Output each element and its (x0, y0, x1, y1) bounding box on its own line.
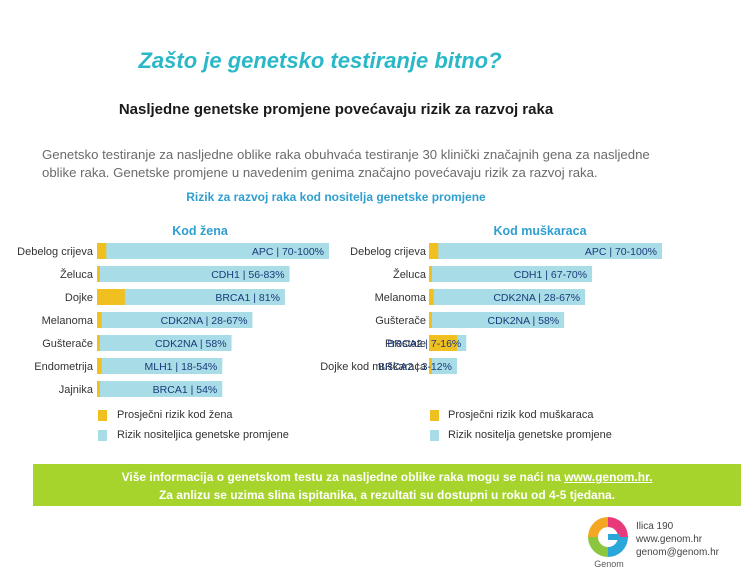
men-category-label: Gušterače (375, 315, 426, 327)
legend-label-carrier-women: Rizik nositeljica genetske promjene (117, 429, 289, 441)
men-bar-average (429, 312, 432, 328)
men-bar-label: CDK2NA | 58% (488, 315, 560, 327)
banner-line-2: Za anlizu se uzima slina ispitanika, a r… (158, 488, 616, 502)
women-bar-average (97, 312, 102, 328)
banner-line-1-text: Više informacija o genetskom testu za na… (121, 470, 565, 484)
men-bar-average (429, 358, 432, 374)
men-bar-carrier (429, 243, 662, 259)
women-bar-average (97, 381, 100, 397)
men-category-label: Debelog crijeva (350, 246, 427, 258)
men-bar-average (429, 335, 457, 351)
page-subtitle: Nasljedne genetske promjene povećavaju r… (118, 101, 554, 118)
legend-label-average-women: Prosječni rizik kod žena (117, 409, 233, 421)
women-bar-label: CDK2NA | 58% (155, 338, 227, 350)
genom-website-link[interactable]: www.genom.hr. (564, 470, 653, 484)
women-category-label: Jajnika (59, 384, 94, 396)
legend-label-carrier-men: Rizik nositelja genetske promjene (448, 429, 612, 441)
legend-swatch-average-men (430, 410, 439, 421)
women-category-label: Endometrija (34, 361, 94, 373)
men-bar-carrier (429, 266, 593, 282)
genom-logo-text: Genom (594, 559, 624, 569)
men-bar-carrier (429, 312, 565, 328)
women-bar-average (97, 358, 102, 374)
men-bar-label: CDK2NA | 28-67% (493, 292, 580, 304)
men-bar-average (429, 243, 439, 259)
contact-email[interactable]: genom@genom.hr (636, 547, 719, 558)
legend-label-average-men: Prosječni rizik kod muškaraca (448, 409, 594, 421)
women-bar-carrier (97, 243, 329, 259)
women-bar-average (97, 289, 125, 305)
men-bar-carrier (429, 358, 457, 374)
women-category-label: Debelog crijeva (17, 246, 94, 258)
women-bar-label: CDK2NA | 28-67% (161, 315, 248, 327)
legend-swatch-average-women (98, 410, 107, 421)
women-bar-label: BRCA1 | 81% (215, 292, 280, 304)
women-bar-average (97, 266, 100, 282)
women-category-label: Melanoma (42, 315, 94, 327)
intro-paragraph: Genetsko testiranje za nasljedne oblike … (42, 147, 650, 180)
women-bar-carrier (97, 266, 290, 282)
men-bar-average (429, 266, 432, 282)
legend-swatch-carrier-men (430, 430, 439, 441)
women-category-label: Dojke (65, 292, 93, 304)
women-bar-carrier (97, 335, 232, 351)
women-bar-average (97, 335, 100, 351)
women-bar-label: APC | 70-100% (252, 246, 324, 258)
genom-logo-icon (588, 517, 628, 557)
men-bar-label: BRCA2 | 7-16% (387, 338, 461, 350)
women-bar-carrier (97, 358, 223, 374)
men-category-label: Dojke kod muškaraca (320, 361, 427, 373)
info-banner: Više informacija o genetskom testu za na… (33, 464, 741, 506)
women-category-label: Želuca (60, 268, 94, 281)
page-title: Zašto je genetsko testiranje bitno? (138, 48, 502, 73)
legend-swatch-carrier-women (98, 430, 107, 441)
men-bar-carrier (429, 289, 586, 305)
contact-address: Ilica 190 (636, 521, 674, 532)
men-category-label: Melanoma (375, 292, 427, 304)
men-category-label: Želuca (393, 268, 427, 281)
women-bar-label: MLH1 | 18-54% (145, 361, 218, 373)
women-bar-carrier (97, 289, 285, 305)
women-category-label: Gušterače (42, 338, 93, 350)
women-bar-carrier (97, 312, 253, 328)
banner-line-1: Više informacija o genetskom testu za na… (33, 470, 741, 484)
women-bar-label: CDH1 | 56-83% (211, 269, 284, 281)
contact-website[interactable]: www.genom.hr (636, 534, 703, 545)
women-chart-title: Kod žena (172, 224, 228, 238)
men-bar-label: APC | 70-100% (585, 246, 657, 258)
women-bar-average (97, 243, 107, 259)
men-bar-average (429, 289, 434, 305)
men-bar-label: BRCA2 | 3-12% (378, 361, 452, 373)
women-bar-carrier (97, 381, 223, 397)
men-category-label: Prostate (385, 338, 426, 350)
chart-heading: Rizik za razvoj raka kod nositelja genet… (186, 190, 486, 204)
men-bar-label: CDH1 | 67-70% (514, 269, 587, 281)
women-bar-label: BRCA1 | 54% (153, 384, 218, 396)
men-chart-title: Kod muškaraca (493, 224, 587, 238)
